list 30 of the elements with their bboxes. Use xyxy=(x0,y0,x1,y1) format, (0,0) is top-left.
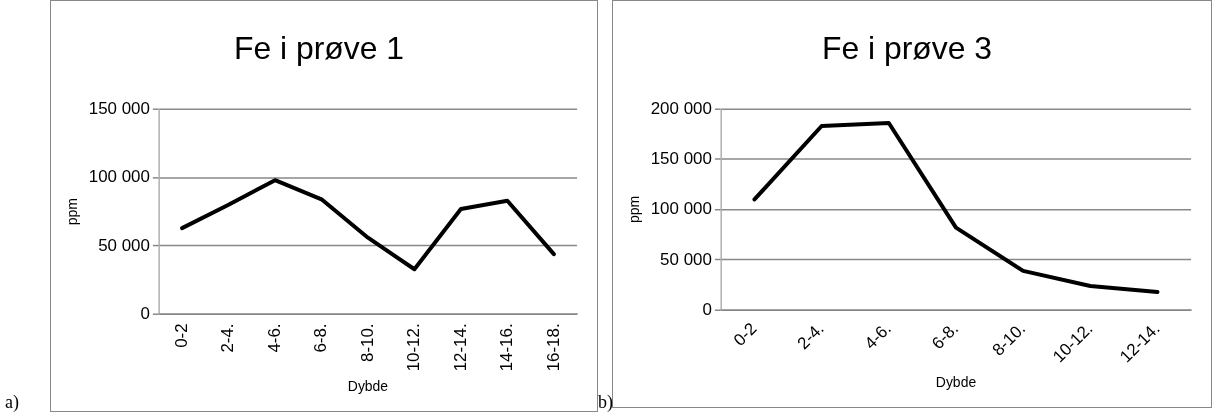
chart-title: Fe i prøve 3 xyxy=(821,29,993,66)
x-axis-title: Dybde xyxy=(935,373,977,390)
x-tick-label: 2-4. xyxy=(793,319,828,354)
x-tick-label: 10-12. xyxy=(404,323,424,372)
y-tick-label: 150 000 xyxy=(88,98,150,118)
chart-title: Fe i prøve 1 xyxy=(233,29,405,66)
x-tick-label: 0-2 xyxy=(729,319,761,350)
text: a) xyxy=(5,392,19,413)
y-tick-label: 50 000 xyxy=(660,249,712,269)
x-tick-label: 0-2 xyxy=(171,323,191,348)
y-tick-label: 200 000 xyxy=(650,98,712,118)
text: b) xyxy=(598,392,613,413)
x-tick-label: 8-10. xyxy=(357,323,377,362)
y-tick-label: 0 xyxy=(702,299,712,319)
y-axis-title: ppm xyxy=(626,195,643,224)
y-tick-label: 150 000 xyxy=(650,148,712,168)
x-tick-label: 16-18. xyxy=(543,323,563,372)
y-tick-label: 100 000 xyxy=(88,167,150,187)
x-axis-title: Dybde xyxy=(347,377,389,394)
x-tick-label: 2-4. xyxy=(218,323,238,353)
x-tick-label: 12-14. xyxy=(450,323,470,372)
x-tick-label: 6-8. xyxy=(928,319,963,354)
x-tick-label: 6-8. xyxy=(311,323,331,353)
x-tick-label: 14-16. xyxy=(497,323,517,372)
x-tick-label: 4-6. xyxy=(264,323,284,353)
y-tick-label: 0 xyxy=(140,304,150,324)
y-tick-label: 50 000 xyxy=(98,235,150,255)
y-axis-title: ppm xyxy=(64,198,81,226)
x-tick-label: 4-6. xyxy=(860,319,895,354)
y-tick-label: 100 000 xyxy=(650,199,712,219)
